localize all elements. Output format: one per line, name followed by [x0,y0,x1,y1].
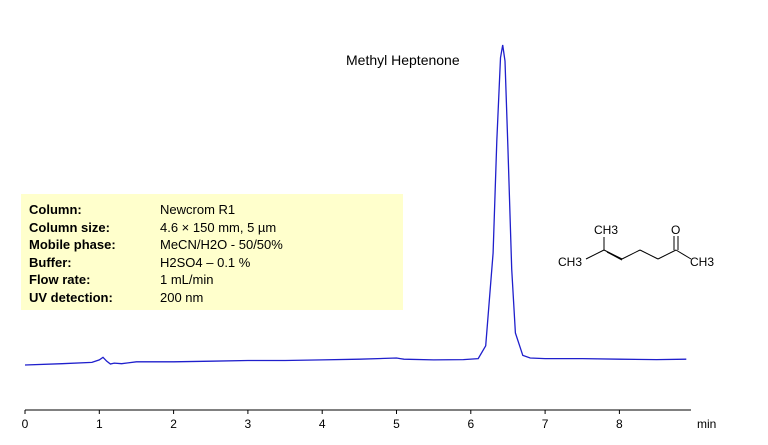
methyl-heptenone-structure [585,236,692,261]
atom-ch3-right: CH3 [690,255,714,269]
x-tick-label: 2 [170,417,177,431]
atom-oxygen: O [671,223,680,237]
condition-row: Column size: 4.6 × 150 mm, 5 µm [29,219,403,237]
peak-label-methyl-heptenone: Methyl Heptenone [346,52,460,68]
x-tick-label: 6 [467,417,474,431]
condition-row: Buffer: H2SO4 – 0.1 % [29,254,403,272]
x-tick-label: 4 [319,417,326,431]
condition-key: Buffer: [29,254,72,270]
condition-key: UV detection: [29,289,113,305]
condition-row: Flow rate: 1 mL/min [29,271,403,289]
x-tick-label: 8 [616,417,623,431]
x-tick-label: 5 [393,417,400,431]
x-tick-label: 7 [542,417,549,431]
condition-key: Mobile phase: [29,237,116,253]
x-tick-label: 1 [96,417,103,431]
atom-ch3-top: CH3 [594,223,618,237]
condition-value: MeCN/H2O - 50/50% [160,237,283,253]
condition-value: 200 nm [160,289,204,305]
condition-key: Column: [29,202,82,217]
x-axis-ticks: 0 1 2 3 4 5 6 7 8 [22,410,623,431]
atom-ch3-left: CH3 [558,255,582,269]
condition-row: Mobile phase: MeCN/H2O - 50/50% [29,236,403,254]
x-tick-label: 3 [245,417,252,431]
condition-value: 4.6 × 150 mm, 5 µm [160,219,277,235]
condition-key: Column size: [29,219,110,235]
condition-row: Column: Newcrom R1 [29,201,403,219]
x-tick-label: 0 [22,417,29,431]
x-axis-unit-label: min [697,417,716,431]
condition-row: UV detection: 200 nm [29,289,403,307]
condition-value: H2SO4 – 0.1 % [160,254,251,270]
condition-value: 1 mL/min [160,272,214,288]
chromatogram-trace [24,44,687,366]
condition-value: Newcrom R1 [160,202,236,217]
condition-key: Flow rate: [29,272,91,288]
conditions-box: Column: Newcrom R1 Column size: 4.6 × 150 … [21,194,403,310]
